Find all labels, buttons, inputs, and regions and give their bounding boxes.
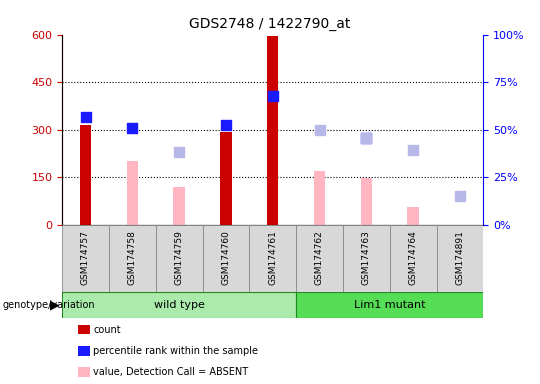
Text: GSM174891: GSM174891 xyxy=(455,230,464,285)
Text: count: count xyxy=(93,325,121,335)
Bar xyxy=(126,161,138,225)
Text: GSM174762: GSM174762 xyxy=(315,230,324,285)
Bar xyxy=(390,225,436,292)
Bar xyxy=(314,171,325,225)
Bar xyxy=(109,225,156,292)
Bar xyxy=(267,36,279,225)
Text: value, Detection Call = ABSENT: value, Detection Call = ABSENT xyxy=(93,367,248,377)
Bar xyxy=(173,187,185,225)
Point xyxy=(268,93,277,99)
Bar xyxy=(80,125,91,225)
Point xyxy=(175,149,184,155)
Bar xyxy=(62,225,109,292)
Text: Lim1 mutant: Lim1 mutant xyxy=(354,300,426,310)
Bar xyxy=(296,292,483,318)
Bar xyxy=(156,225,202,292)
Point xyxy=(81,114,90,120)
Text: GDS2748 / 1422790_at: GDS2748 / 1422790_at xyxy=(190,17,350,31)
Text: genotype/variation: genotype/variation xyxy=(3,300,96,310)
Point xyxy=(315,127,324,133)
Point xyxy=(128,125,137,131)
Bar xyxy=(62,292,296,318)
Text: GSM174758: GSM174758 xyxy=(128,230,137,285)
Bar xyxy=(407,207,419,225)
Text: GSM174764: GSM174764 xyxy=(409,230,417,285)
Point xyxy=(362,134,370,141)
Point xyxy=(409,147,417,153)
Bar xyxy=(249,225,296,292)
Bar xyxy=(296,225,343,292)
Point xyxy=(456,193,464,199)
Bar xyxy=(343,225,390,292)
Bar xyxy=(436,225,483,292)
Bar xyxy=(202,225,249,292)
Bar xyxy=(220,132,232,225)
Text: GSM174757: GSM174757 xyxy=(81,230,90,285)
Point xyxy=(221,122,230,128)
Text: percentile rank within the sample: percentile rank within the sample xyxy=(93,346,259,356)
Text: ▶: ▶ xyxy=(50,298,59,311)
Text: GSM174760: GSM174760 xyxy=(221,230,231,285)
Bar xyxy=(361,178,372,225)
Point xyxy=(362,134,370,141)
Text: GSM174761: GSM174761 xyxy=(268,230,277,285)
Text: wild type: wild type xyxy=(154,300,205,310)
Text: GSM174759: GSM174759 xyxy=(174,230,184,285)
Text: GSM174763: GSM174763 xyxy=(362,230,371,285)
